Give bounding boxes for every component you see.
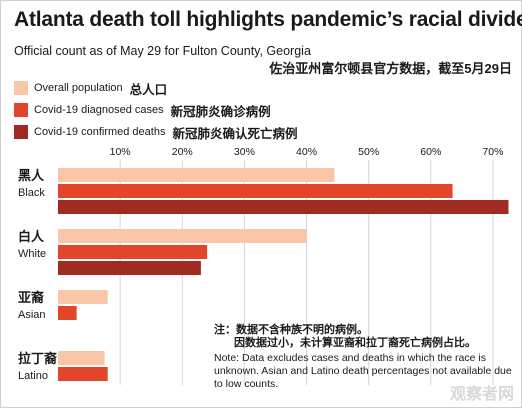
- category-label-zh: 拉丁裔: [18, 351, 57, 366]
- x-tick-label: 70%: [482, 146, 503, 158]
- bar: [58, 351, 105, 365]
- category-label-en: White: [18, 248, 46, 260]
- legend-swatch-population: [14, 81, 28, 95]
- footnote-zh-line2: 因数据过小，未计算亚裔和拉丁裔死亡病例占比。: [234, 337, 476, 349]
- x-tick-label: 30%: [234, 146, 255, 158]
- legend-item-cases: Covid-19 diagnosed cases 新冠肺炎确诊病例: [14, 100, 297, 120]
- legend-label-zh: 总人口: [129, 82, 168, 97]
- legend-item-deaths: Covid-19 confirmed deaths 新冠肺炎确认死亡病例: [14, 122, 297, 142]
- bar: [58, 306, 77, 320]
- subtitle-english: Official count as of May 29 for Fulton C…: [14, 44, 311, 58]
- category-label-zh: 白人: [18, 229, 45, 244]
- x-tick-label: 50%: [358, 146, 379, 158]
- bar: [58, 261, 201, 275]
- legend-label-en: Covid-19 diagnosed cases: [34, 104, 164, 116]
- footnote-en: Note: Data excludes cases and deaths in …: [214, 352, 512, 390]
- legend-label-zh: 新冠肺炎确诊病例: [170, 104, 271, 119]
- bar: [58, 200, 509, 214]
- category-label-zh: 黑人: [18, 168, 45, 183]
- bar: [58, 245, 208, 259]
- legend-swatch-cases: [14, 103, 28, 117]
- legend-label-zh: 新冠肺炎确认死亡病例: [172, 126, 298, 141]
- bar: [58, 168, 335, 182]
- bar: [58, 367, 108, 381]
- watermark-logo: 观察者网: [449, 386, 514, 403]
- legend-label-en: Overall population: [34, 82, 123, 94]
- legend-label-en: Covid-19 confirmed deaths: [34, 126, 166, 138]
- footnote-zh-line1: 注：数据不含种族不明的病例。: [214, 324, 368, 336]
- legend-swatch-deaths: [14, 125, 28, 139]
- chart-title: Atlanta death toll highlights pandemic’s…: [14, 8, 522, 31]
- x-tick-label: 20%: [172, 146, 193, 158]
- category-label-zh: 亚裔: [18, 290, 44, 305]
- x-tick-label: 40%: [296, 146, 317, 158]
- bar: [58, 184, 453, 198]
- bar: [58, 229, 307, 243]
- category-label-en: Latino: [18, 370, 48, 382]
- legend: Overall population 总人口 Covid-19 diagnose…: [14, 78, 297, 144]
- legend-item-population: Overall population 总人口: [14, 78, 297, 98]
- subtitle-chinese: 佐治亚州富尔顿县官方数据，截至5月29日: [269, 61, 512, 76]
- footnote: 注：数据不含种族不明的病例。 因数据过小，未计算亚裔和拉丁裔死亡病例占比。 No…: [214, 324, 514, 391]
- category-label-en: Asian: [18, 309, 46, 321]
- x-tick-label: 60%: [420, 146, 441, 158]
- bar: [58, 290, 108, 304]
- category-label-en: Black: [18, 187, 45, 199]
- x-tick-label: 10%: [110, 146, 131, 158]
